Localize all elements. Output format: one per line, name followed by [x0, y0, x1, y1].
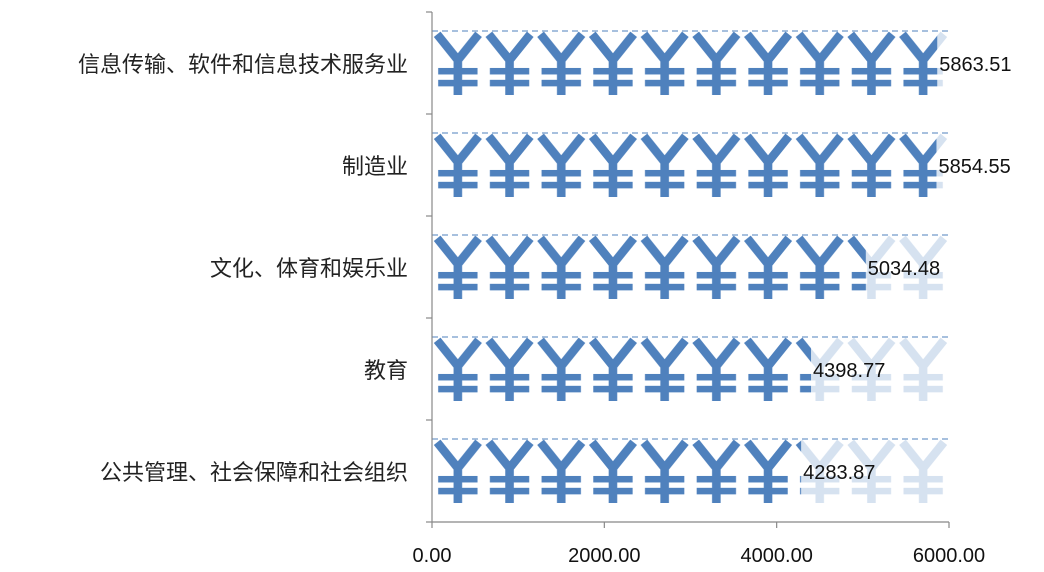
data-label: 5863.51 [939, 54, 1011, 76]
category-label: 信息传输、软件和信息技术服务业 [78, 53, 408, 78]
bar [432, 439, 802, 505]
data-label: 4398.77 [813, 360, 885, 382]
category-label: 公共管理、社会保障和社会组织 [100, 461, 408, 486]
bars-group [432, 30, 949, 505]
x-tick-label: 2000.00 [568, 545, 640, 567]
x-tick-label: 6000.00 [913, 545, 985, 567]
x-tick-label: 4000.00 [741, 545, 813, 567]
bar [432, 337, 812, 403]
data-label: 5034.48 [868, 258, 940, 280]
axes-group [426, 11, 950, 528]
bar [432, 31, 938, 97]
data-label: 4283.87 [803, 462, 875, 484]
category-label: 制造业 [342, 155, 408, 180]
bar [432, 235, 866, 301]
bar [432, 133, 937, 199]
labels-group: 5863.51 信息传输、软件和信息技术服务业 5854.55 制造业 5034.48 文… [78, 53, 1012, 567]
data-label: 5854.55 [938, 156, 1010, 178]
category-label: 教育 [364, 359, 408, 384]
category-label: 文化、体育和娱乐业 [210, 257, 408, 282]
x-tick-label: 0.00 [413, 545, 452, 567]
